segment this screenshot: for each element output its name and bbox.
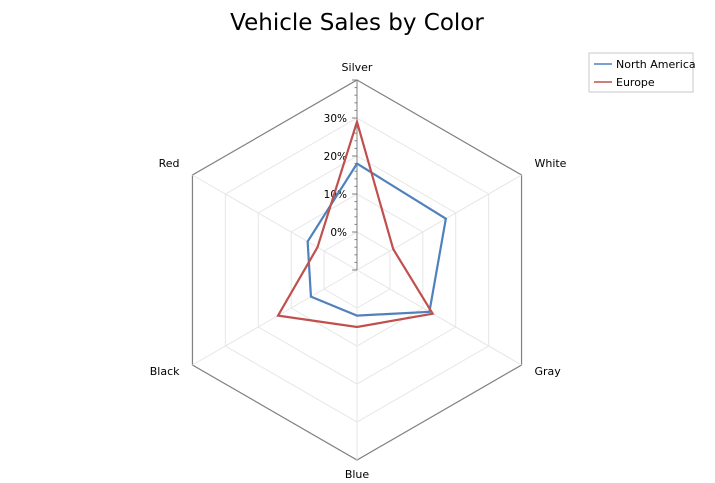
series-line-europe: [276, 117, 435, 329]
value-tick-label: 10%: [324, 189, 347, 201]
value-tick-label: 20%: [324, 151, 347, 163]
legend-label-europe: Europe: [616, 76, 655, 89]
legend: North America Europe: [588, 52, 696, 93]
category-label-white: White: [534, 157, 566, 170]
value-tick-label: 0%: [330, 227, 347, 239]
category-label-blue: Blue: [345, 468, 370, 481]
category-label-silver: Silver: [342, 61, 373, 74]
category-label-red: Red: [159, 157, 180, 170]
legend-label-north-america: North America: [616, 58, 696, 71]
radar-axis: 0% 10% 20% 30%: [324, 79, 358, 271]
category-label-gray: Gray: [534, 365, 561, 378]
radar-spoke: [192, 269, 358, 366]
series-line-north-america: [306, 162, 448, 317]
value-tick-label: 30%: [324, 113, 347, 125]
series-lines: [276, 117, 448, 329]
legend-box: [588, 52, 694, 93]
chart-title: Vehicle Sales by Color: [230, 10, 484, 36]
radar-spoke: [356, 174, 522, 271]
radar-spoke: [356, 269, 522, 366]
radar-spoke: [192, 174, 358, 271]
category-label-black: Black: [150, 365, 180, 378]
category-labels: Silver White Gray Blue Black Red: [150, 61, 567, 481]
